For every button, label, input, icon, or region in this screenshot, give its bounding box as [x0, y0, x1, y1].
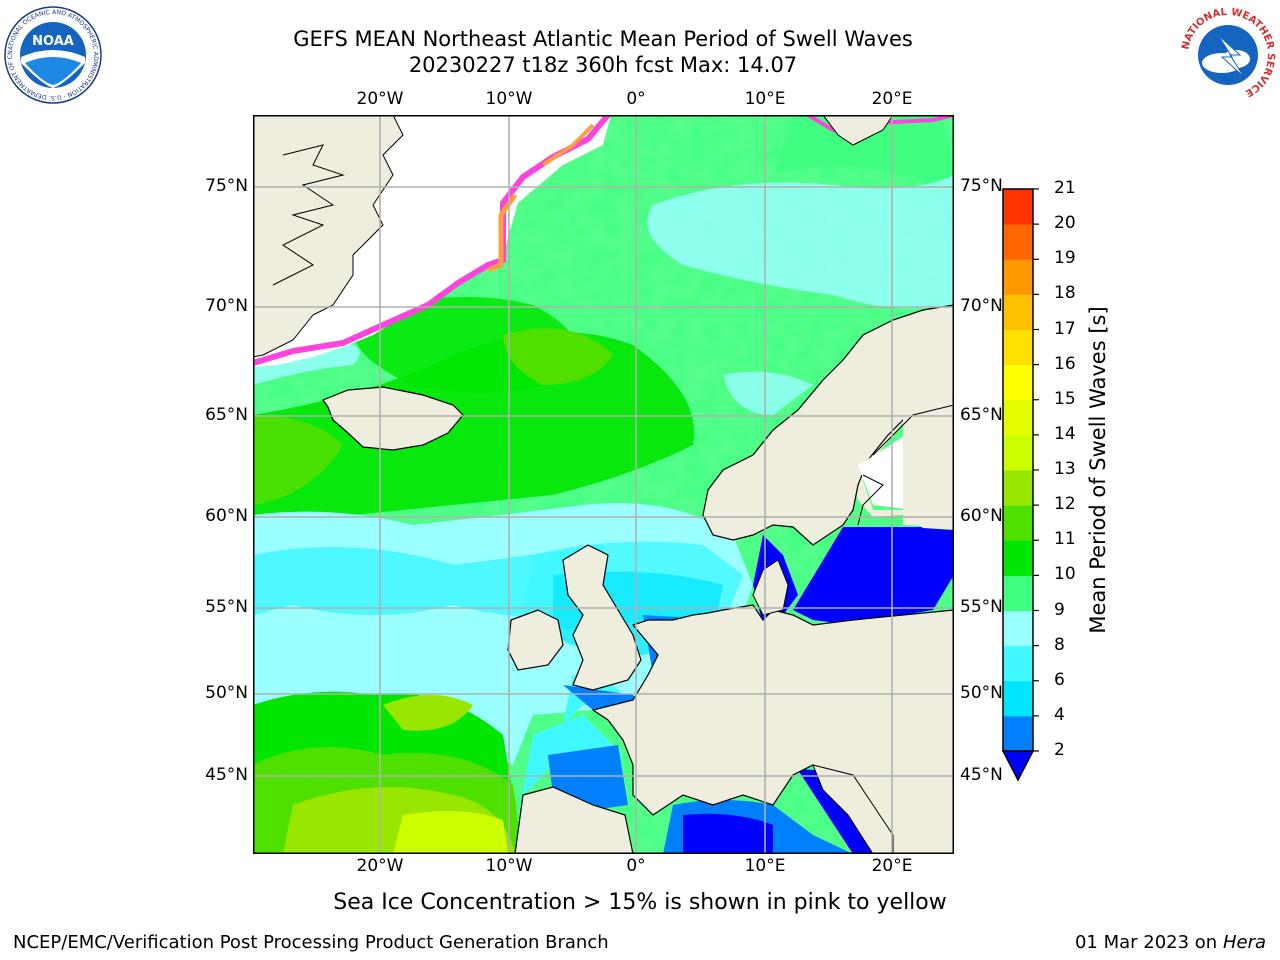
- lon-label-top-0: 0°: [626, 89, 646, 109]
- colorbar-bin: [1003, 680, 1033, 717]
- colorbar-bin: [1003, 189, 1033, 225]
- colorbar-tick-label: 2: [1054, 740, 1065, 760]
- colorbar-bin: [1003, 540, 1033, 576]
- lat-label-right-70n: 70°N: [960, 296, 1003, 316]
- colorbar-tick-label: 12: [1054, 494, 1076, 515]
- lat-label-left-50n: 50°N: [205, 683, 248, 703]
- lat-label-left-55n: 55°N: [205, 597, 248, 617]
- lat-label-right-60n: 60°N: [960, 506, 1003, 526]
- colorbar-tick-marks: [1033, 188, 1039, 752]
- colorbar-bin: [1003, 470, 1033, 506]
- lon-label-bottom-0: 0°: [626, 856, 646, 876]
- lat-label-left-70n: 70°N: [205, 296, 248, 316]
- colorbar-bin: [1003, 294, 1033, 330]
- colorbar-tick-label: 17: [1054, 318, 1076, 339]
- colorbar-tick-label: 19: [1054, 248, 1076, 269]
- lat-label-right-65n: 65°N: [960, 405, 1003, 425]
- noaa-logo-text: NOAA: [32, 34, 74, 49]
- colorbar-bin: [1003, 715, 1033, 752]
- colorbar-tick-label: 4: [1054, 704, 1065, 725]
- lon-label-top-10e: 10°E: [744, 89, 786, 109]
- colorbar-label: Mean Period of Swell Waves [s]: [1086, 306, 1110, 634]
- lon-label-top-20e: 20°E: [871, 89, 913, 109]
- colorbar-tick-label: 20: [1054, 213, 1076, 234]
- colorbar-tick-label: 9: [1054, 599, 1065, 620]
- colorbar-bins: [1003, 189, 1033, 752]
- colorbar-bin: [1003, 610, 1033, 647]
- colorbar-bin: [1003, 645, 1033, 682]
- colorbar-tick-label: 14: [1054, 423, 1076, 444]
- footer-date: 01 Mar 2023 on Hera: [1075, 932, 1266, 953]
- colorbar-tick-label: 21: [1054, 178, 1076, 198]
- footer-producer: NCEP/EMC/Verification Post Processing Pr…: [13, 932, 609, 953]
- lon-label-bottom-10w: 10°W: [485, 856, 533, 876]
- colorbar: [1001, 188, 1039, 782]
- colorbar-bin: [1003, 329, 1033, 366]
- colorbar-bin: [1003, 434, 1033, 471]
- nws-logo: NATIONAL WEATHER SERVICE: [1180, 7, 1276, 103]
- colorbar-tick-label: 10: [1054, 564, 1076, 585]
- map-frame: [253, 115, 954, 854]
- lon-label-bottom-20e: 20°E: [871, 856, 913, 876]
- lon-label-bottom-20w: 20°W: [356, 856, 404, 876]
- noaa-logo: NATIONAL OCEANIC AND ATMOSPHERIC ADMINIS…: [3, 5, 102, 104]
- colorbar-bin: [1003, 399, 1033, 436]
- colorbar-tick-label: 11: [1054, 529, 1076, 550]
- colorbar-bin: [1003, 575, 1033, 611]
- lat-label-left-75n: 75°N: [205, 176, 248, 196]
- map-title: GEFS MEAN Northeast Atlantic Mean Period…: [293, 27, 913, 51]
- colorbar-tick-label: 18: [1054, 283, 1076, 304]
- lat-label-right-55n: 55°N: [960, 597, 1003, 617]
- graticule: [253, 115, 954, 854]
- lon-label-top-20w: 20°W: [356, 89, 404, 109]
- colorbar-bin: [1003, 259, 1033, 295]
- lat-label-left-60n: 60°N: [205, 506, 248, 526]
- colorbar-tick-label: 6: [1054, 669, 1065, 690]
- lat-label-right-45n: 45°N: [960, 765, 1003, 785]
- colorbar-tick-label: 13: [1054, 459, 1076, 479]
- lat-label-left-65n: 65°N: [205, 405, 248, 425]
- map-subtitle: 20230227 t18z 360h fcst Max: 14.07: [408, 53, 798, 77]
- footer-date-text: 01 Mar 2023 on: [1074, 932, 1218, 953]
- footer-host: Hera: [1222, 932, 1266, 953]
- ocean-map: [253, 115, 954, 854]
- lat-label-right-75n: 75°N: [960, 176, 1003, 196]
- lon-label-top-10w: 10°W: [485, 89, 533, 109]
- colorbar-tick-label: 8: [1054, 634, 1065, 655]
- lon-label-bottom-10e: 10°E: [744, 856, 786, 876]
- lat-label-right-50n: 50°N: [960, 683, 1003, 703]
- lat-label-left-45n: 45°N: [205, 765, 248, 785]
- colorbar-tick-label: 15: [1054, 388, 1076, 409]
- colorbar-bin: [1003, 364, 1033, 401]
- colorbar-extend-arrow: [1001, 750, 1035, 782]
- colorbar-tick-label: 16: [1054, 353, 1076, 374]
- colorbar-bin: [1003, 224, 1033, 260]
- colorbar-bin: [1003, 505, 1033, 541]
- sea-ice-note: Sea Ice Concentration > 15% is shown in …: [333, 890, 947, 915]
